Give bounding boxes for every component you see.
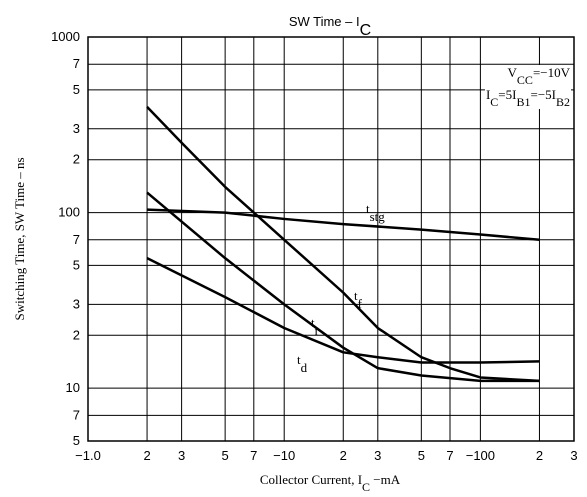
series-name: t [354,288,358,303]
x-axis-label-part: C [362,480,370,494]
x-tick-label: 2 [340,448,347,463]
x-tick-label: 3 [178,448,185,463]
y-tick-label: 5 [73,433,80,448]
x-tick-label: −10 [273,448,295,463]
series-name-sub: d [301,360,308,375]
x-tick-label: 2 [143,448,150,463]
y-tick-label: 7 [73,56,80,71]
series-label: tstg [366,201,385,224]
y-tick-label: 2 [73,327,80,342]
y-tick-label: 5 [73,82,80,97]
annotation-part: CC [517,73,533,87]
y-tick-label: 7 [73,232,80,247]
x-tick-label: 7 [250,448,257,463]
annotation-part: =−5I [530,87,556,102]
x-tick-label: 5 [418,448,425,463]
chart-title-part: C [360,22,372,39]
series-name-sub: r [315,323,320,338]
series-label: tf [354,288,363,311]
x-axis-label-part: Collector Current, I [260,472,362,487]
x-tick-label: 2 [536,448,543,463]
annotation-bg [506,65,572,87]
annotation-part: B2 [556,95,570,109]
x-tick-label: 3 [570,448,577,463]
series-name-sub: f [358,296,363,311]
annotation-bg [484,87,571,109]
y-tick-label: 3 [73,121,80,136]
y-tick-label: 3 [73,296,80,311]
annotation-part: V [508,65,518,80]
series-label: tr [311,315,320,338]
series-name: t [311,315,315,330]
y-axis-label: Switching Time, SW Time – ns [12,157,27,320]
series-line [146,191,540,383]
annotation: VCC=−10V [508,65,571,87]
chart-title: SW Time – IC [289,14,371,39]
series-name-sub: stg [370,209,386,224]
annotation-part: C [490,95,498,109]
series-line [147,208,540,242]
x-tick-label: 7 [446,448,453,463]
annotation-part: =−10V [533,65,571,80]
series-name: t [297,352,301,367]
series-name: t [366,201,370,216]
y-tick-label: 2 [73,152,80,167]
y-tick-label: 10 [66,380,80,395]
chart-title-part: SW Time – I [289,14,360,29]
x-axis-label: Collector Current, IC −mA [260,472,401,494]
y-tick-label: 100 [58,205,80,220]
annotation-part: I [486,87,490,102]
x-tick-label: 5 [222,448,229,463]
y-tick-label: 1000 [51,29,80,44]
y-tick-label: 7 [73,407,80,422]
x-tick-label: 3 [374,448,381,463]
x-tick-label: −100 [466,448,495,463]
annotation-part: =5I [498,87,516,102]
annotation-part: B1 [516,95,530,109]
annotation: IC=5IB1=−5IB2 [486,87,570,109]
x-axis-label-part: −mA [370,472,401,487]
series-label: td [297,352,308,375]
y-tick-label: 5 [73,257,80,272]
x-tick-label: −1.0 [75,448,101,463]
series-line [146,106,540,383]
series-line [146,257,540,364]
